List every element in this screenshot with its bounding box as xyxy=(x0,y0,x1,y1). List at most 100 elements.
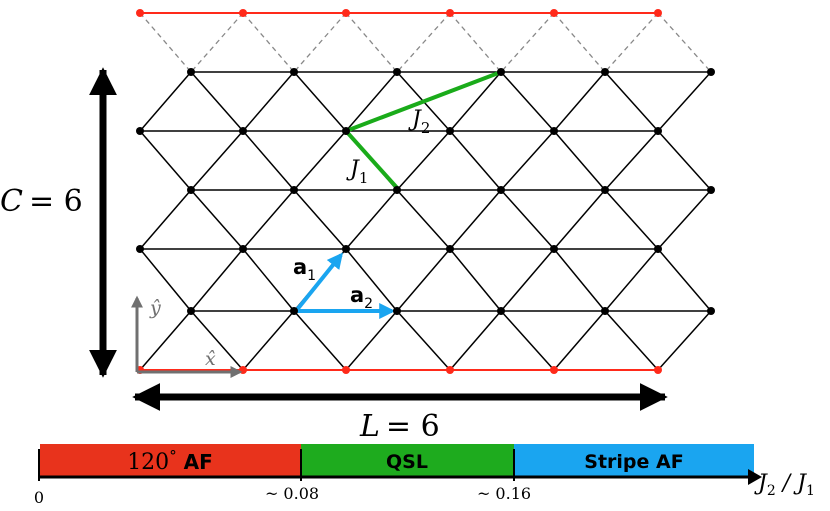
diagonal-bond xyxy=(553,310,606,371)
diagonal-bond xyxy=(657,71,712,132)
phase-bar-stripe xyxy=(514,444,754,477)
c-dimension-label: C = 6 xyxy=(0,184,83,219)
lattice-site xyxy=(187,186,195,194)
lattice-site xyxy=(601,307,609,315)
boundary-site xyxy=(654,9,662,17)
diagonal-bond xyxy=(139,248,192,312)
tick-label-008: ~ 0.08 xyxy=(265,484,319,503)
diagonal-bond xyxy=(396,310,451,371)
diagonal-bond xyxy=(242,248,295,312)
lattice-site xyxy=(550,127,558,135)
diagonal-bond xyxy=(604,310,659,371)
diagonal-bond xyxy=(190,248,244,312)
phase-bar-120af xyxy=(40,444,301,477)
diagonal-bond xyxy=(500,248,555,312)
lattice-site xyxy=(654,245,662,253)
diagonal-bond xyxy=(139,310,192,371)
diagonal-bond xyxy=(190,310,244,371)
j2-label: J2 xyxy=(408,107,430,137)
phase-bar-qsl xyxy=(301,444,514,477)
diagonal-bond xyxy=(449,248,502,312)
lattice-site xyxy=(136,245,144,253)
phase-axis-arrowhead xyxy=(748,469,762,485)
diagonal-bond xyxy=(604,189,659,250)
boundary-site xyxy=(342,366,350,374)
diagonal-bond xyxy=(500,189,555,250)
diagonal-bond xyxy=(345,248,398,312)
boundary-site xyxy=(550,9,558,17)
tick-label-0: 0 xyxy=(34,488,44,507)
diagonal-bond xyxy=(242,189,295,250)
lattice-site xyxy=(342,127,350,135)
lattice-site xyxy=(446,245,454,253)
diagonal-bond xyxy=(449,130,502,191)
diagonal-bond xyxy=(396,130,451,191)
lattice-site xyxy=(707,68,715,76)
lattice-site xyxy=(187,307,195,315)
ghost-bonds xyxy=(139,12,712,73)
ghost-bond xyxy=(604,12,659,73)
diagonal-bond xyxy=(139,189,192,250)
lattice-site xyxy=(601,186,609,194)
a2-label: a2 xyxy=(350,283,373,312)
lattice-site xyxy=(290,186,298,194)
diagonal-bond xyxy=(190,189,244,250)
phase-axis-label: J2 / J1 xyxy=(754,471,815,499)
lattice-site xyxy=(290,307,298,315)
lattice-site xyxy=(446,127,454,135)
diagonal-bond xyxy=(500,130,555,191)
lattice-site xyxy=(239,245,247,253)
lattice-site xyxy=(654,127,662,135)
ghost-bond xyxy=(242,12,295,73)
boundary-site xyxy=(136,9,144,17)
lattice-site xyxy=(497,68,505,76)
lattice-site xyxy=(707,186,715,194)
lattice-site xyxy=(342,245,350,253)
lattice-site xyxy=(136,127,144,135)
lattice-bonds xyxy=(139,71,712,371)
diagonal-bond xyxy=(553,130,606,191)
ghost-bond xyxy=(345,12,398,73)
diagonal-bond xyxy=(500,71,555,132)
diagonal-bond xyxy=(500,310,555,371)
diagonal-bond xyxy=(190,130,244,191)
diagonal-bond xyxy=(604,130,659,191)
diagonal-bond xyxy=(657,310,712,371)
lattice-site xyxy=(290,68,298,76)
ghost-bond xyxy=(139,12,192,73)
lattice-site xyxy=(497,186,505,194)
boundary-site xyxy=(550,366,558,374)
boundary-site xyxy=(342,9,350,17)
ghost-bond xyxy=(293,12,347,73)
diagonal-bond xyxy=(657,248,712,312)
diagonal-bond xyxy=(449,189,502,250)
boundary-site xyxy=(239,9,247,17)
lattice-site xyxy=(393,307,401,315)
diagonal-bond xyxy=(139,130,192,191)
ghost-bond xyxy=(190,12,244,73)
diagonal-bond xyxy=(293,189,347,250)
boundary-site xyxy=(239,366,247,374)
tick-label-016: ~ 0.16 xyxy=(477,484,531,503)
lattice-site xyxy=(707,307,715,315)
phase-label-stripe: Stripe AF xyxy=(584,451,683,473)
diagonal-bond xyxy=(396,189,451,250)
diagonal-bond xyxy=(345,310,398,371)
diagonal-bond xyxy=(345,71,398,132)
diagonal-bond xyxy=(396,248,451,312)
phase-diagram: 120° AF QSL Stripe AF 0 ~ 0.08 ~ 0.16 J2… xyxy=(34,444,815,507)
diagonal-bond xyxy=(449,310,502,371)
j1-bond xyxy=(344,129,401,192)
l-dimension-label: L = 6 xyxy=(359,409,440,444)
diagonal-bond xyxy=(553,189,606,250)
boundary-site xyxy=(446,366,454,374)
diagonal-bond xyxy=(449,71,502,132)
coupling-bonds xyxy=(344,70,502,192)
diagonal-bond xyxy=(139,71,192,132)
diagonal-bond xyxy=(190,71,244,132)
j1-label: J1 xyxy=(346,157,368,187)
boundary-site xyxy=(446,9,454,17)
ghost-bond xyxy=(500,12,555,73)
diagonal-bond xyxy=(553,248,606,312)
